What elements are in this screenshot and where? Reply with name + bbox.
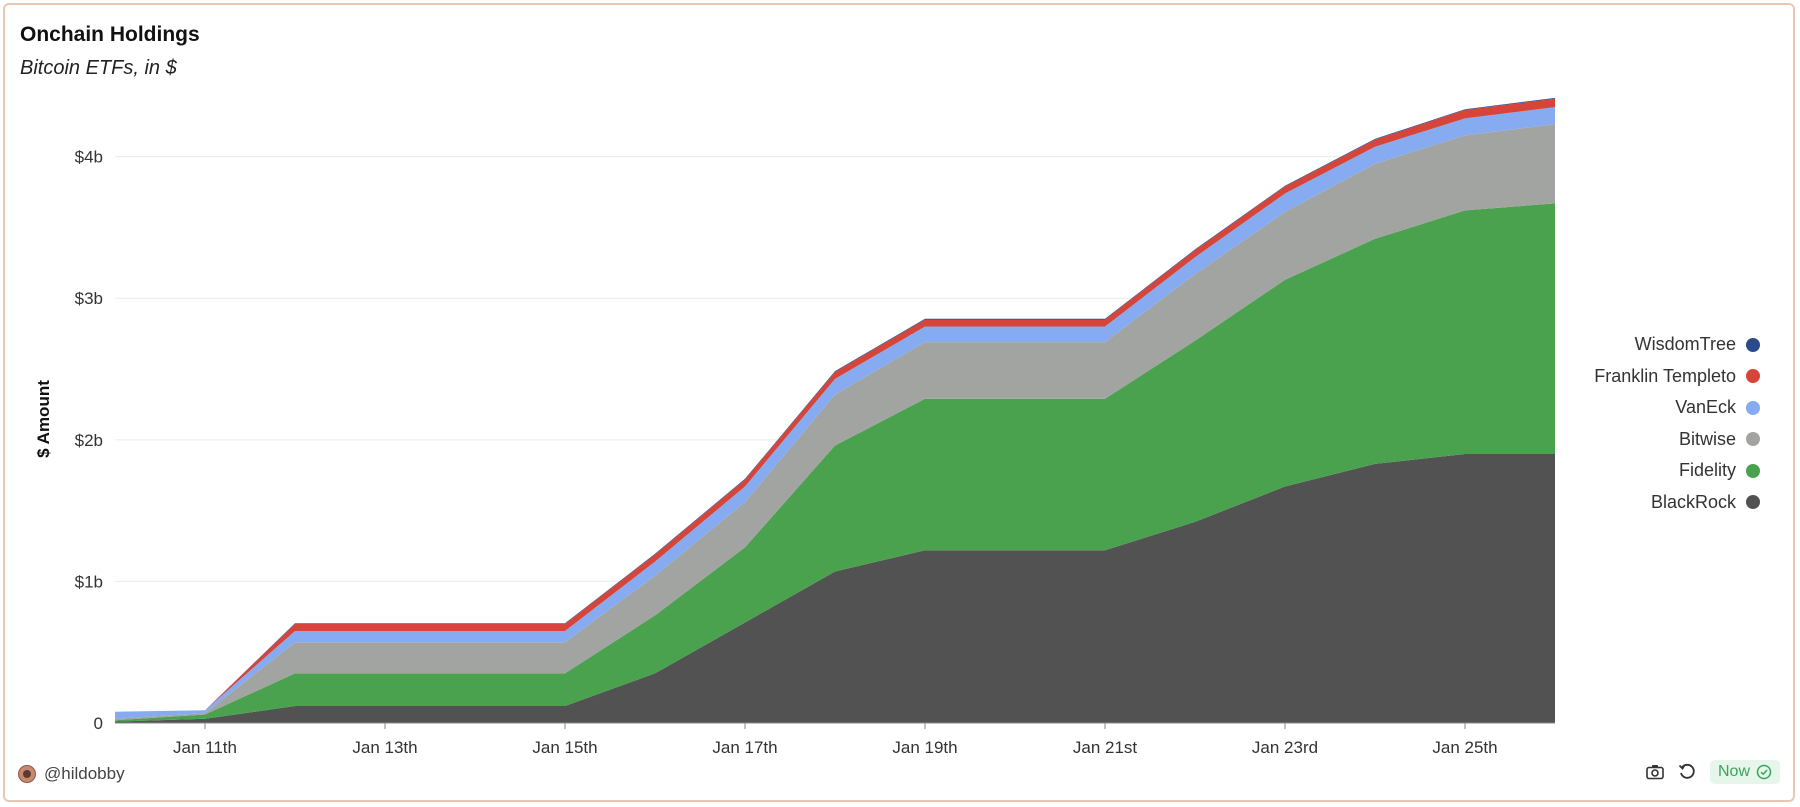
legend-swatch xyxy=(1746,400,1760,415)
area-franklin-templeto xyxy=(115,98,1555,712)
y-tick-label: $4b xyxy=(75,148,103,167)
now-label: Now xyxy=(1717,763,1750,780)
legend-item[interactable]: Fidelity xyxy=(1594,455,1760,487)
area-fidelity xyxy=(115,203,1555,722)
area-vaneck xyxy=(115,107,1555,719)
legend-swatch xyxy=(1746,337,1760,352)
legend-swatch xyxy=(1746,369,1760,384)
legend: WisdomTree Franklin Templeto VanEck Bitwise… xyxy=(1594,329,1760,518)
chart-subtitle: Bitcoin ETFs, in $ xyxy=(20,57,177,79)
legend-item[interactable]: WisdomTree xyxy=(1594,329,1760,361)
legend-label: VanEck xyxy=(1675,397,1736,418)
legend-label: Bitwise xyxy=(1678,428,1736,449)
y-tick-label: $1b xyxy=(75,572,103,591)
x-tick-label: Jan 13th xyxy=(352,738,417,757)
x-tick-label: Jan 25th xyxy=(1432,738,1497,757)
legend-item[interactable]: VanEck xyxy=(1594,392,1760,424)
y-tick-label: 0 xyxy=(94,714,103,733)
area-bitwise xyxy=(115,124,1555,721)
area-blackrock xyxy=(115,454,1555,723)
y-tick-label: $3b xyxy=(75,289,103,308)
check-circle-icon xyxy=(1756,764,1772,780)
legend-item[interactable]: Bitwise xyxy=(1594,424,1760,456)
footer-controls: Now xyxy=(1634,760,1780,784)
camera-icon[interactable] xyxy=(1644,761,1666,783)
axis-layer: 0 $1b $2b $3b $4b Jan 11th Jan 13th Jan 15th Jan… xyxy=(75,148,1555,757)
avatar xyxy=(18,765,36,783)
legend-label: BlackRock xyxy=(1650,491,1736,512)
handle-text: @hildobby xyxy=(44,764,125,783)
legend-item[interactable]: Franklin Templeto xyxy=(1594,361,1760,393)
legend-swatch xyxy=(1746,432,1760,447)
legend-item[interactable]: BlackRock xyxy=(1594,487,1760,519)
refresh-icon[interactable] xyxy=(1676,761,1698,783)
legend-swatch xyxy=(1746,463,1760,478)
chart-title: Onchain Holdings xyxy=(20,23,200,46)
y-tick-label: $2b xyxy=(75,431,103,450)
legend-label: Fidelity xyxy=(1678,460,1736,481)
now-button[interactable]: Now xyxy=(1709,760,1780,784)
x-tick-label: Jan 21st xyxy=(1073,738,1138,757)
legend-label: Franklin Templeto xyxy=(1594,365,1736,386)
x-tick-label: Jan 19th xyxy=(892,738,957,757)
x-tick-label: Jan 17th xyxy=(712,738,777,757)
author-handle[interactable]: @hildobby xyxy=(18,764,125,784)
x-tick-label: Jan 11th xyxy=(173,738,237,757)
legend-label: WisdomTree xyxy=(1634,334,1736,355)
x-tick-label: Jan 23rd xyxy=(1252,738,1318,757)
legend-swatch xyxy=(1746,495,1760,510)
x-tick-label: Jan 15th xyxy=(532,738,597,757)
area-layer xyxy=(115,97,1555,723)
